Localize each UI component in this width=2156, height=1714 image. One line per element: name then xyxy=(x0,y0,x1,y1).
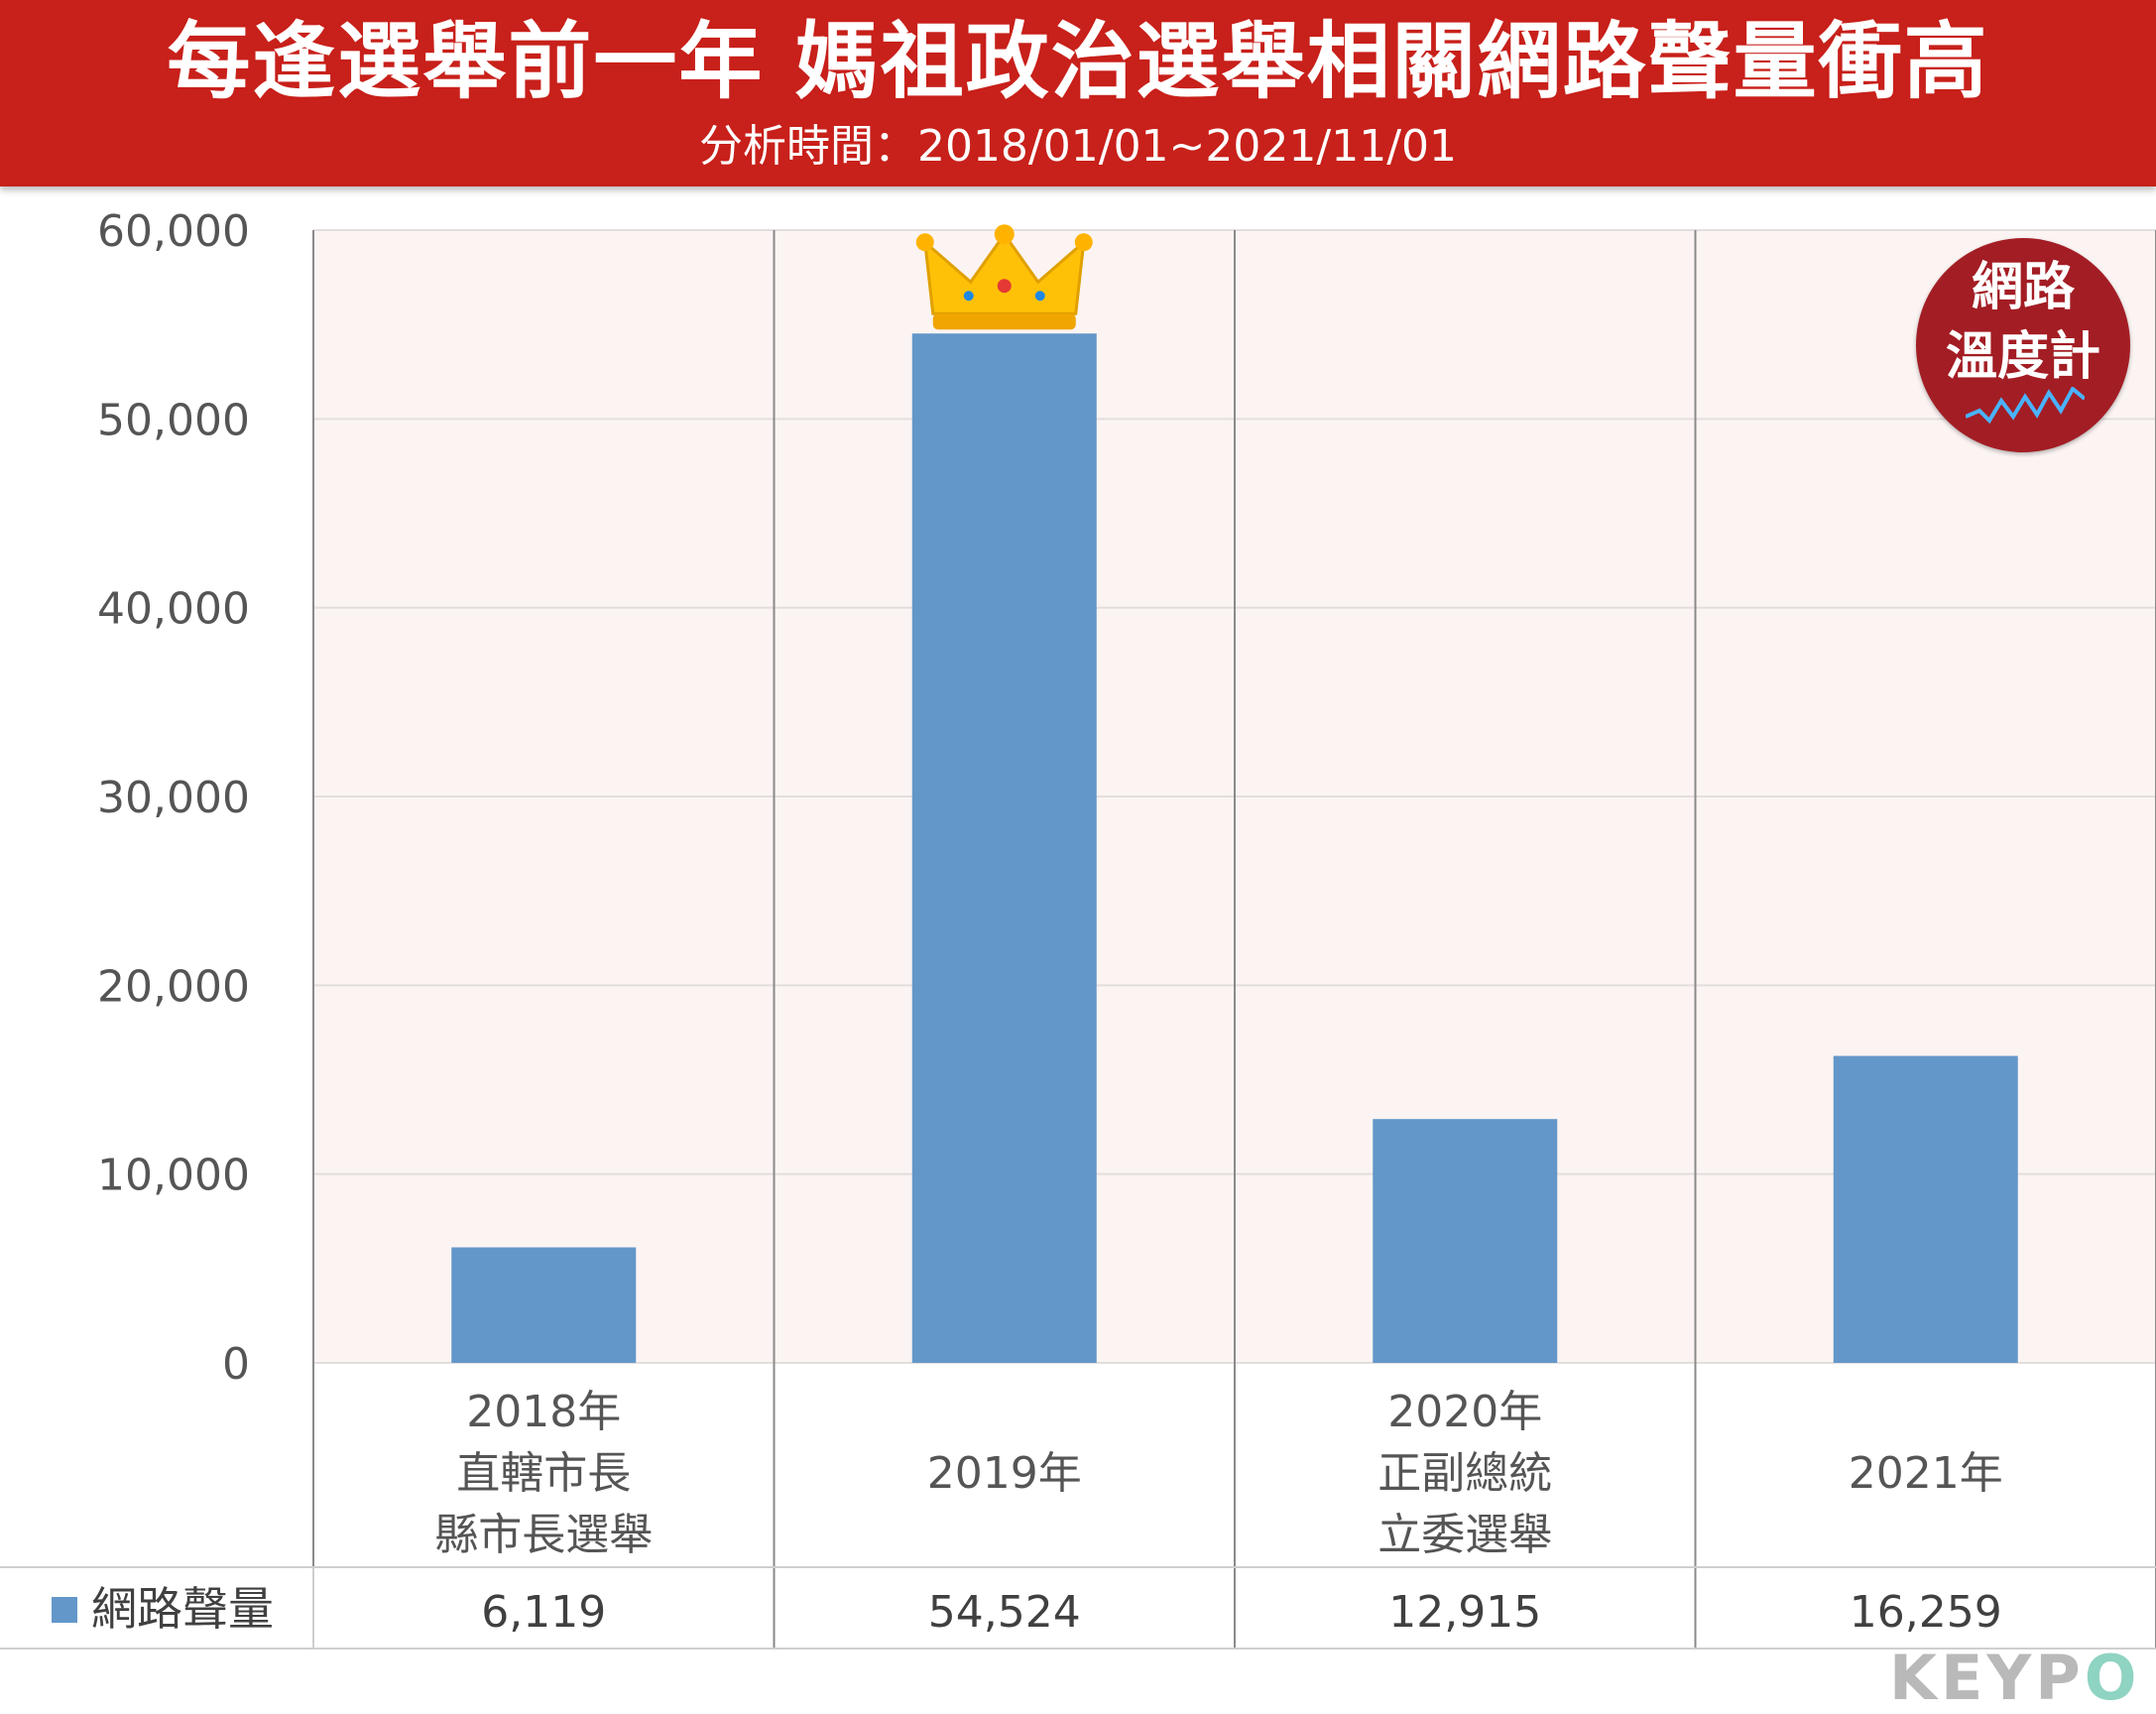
y-tick-label: 20,000 xyxy=(97,961,250,1012)
bar xyxy=(1833,1055,2018,1363)
legend-swatch-icon xyxy=(52,1597,77,1623)
y-tick-label: 0 xyxy=(222,1339,250,1390)
category-label: 直轄市長 xyxy=(456,1448,631,1499)
value-label: 16,259 xyxy=(1850,1587,2002,1638)
value-label: 54,524 xyxy=(928,1587,1081,1638)
y-tick-label: 10,000 xyxy=(97,1151,250,1201)
category-label: 2018年 xyxy=(466,1387,621,1437)
legend-label: 網路聲量 xyxy=(91,1582,274,1636)
y-tick-label: 40,000 xyxy=(97,584,250,635)
crown-icon xyxy=(915,224,1093,330)
y-axis-ticks: 0 10,000 20,000 30,000 40,000 50,000 60,000 xyxy=(97,206,250,1390)
value-label: 12,915 xyxy=(1388,1587,1541,1638)
brand-logo: KEYPO xyxy=(1889,1643,2140,1714)
y-tick-label: 50,000 xyxy=(97,395,250,445)
category-label: 正副總統 xyxy=(1377,1448,1552,1499)
badge-line1: 網路 xyxy=(1971,258,2075,317)
brand-logo-text: KEYP xyxy=(1889,1642,2085,1714)
bar xyxy=(1373,1119,1558,1363)
bar xyxy=(451,1247,637,1363)
value-label: 6,119 xyxy=(481,1587,606,1638)
pulse-wave-icon xyxy=(1966,387,2085,425)
category-label: 縣市長選舉 xyxy=(434,1510,653,1560)
category-label: 2020年 xyxy=(1387,1387,1542,1437)
category-label: 2019年 xyxy=(927,1448,1082,1499)
category-label: 立委選舉 xyxy=(1377,1510,1552,1560)
header-banner: 每逢選舉前一年 媽祖政治選舉相關網路聲量衝高 分析時間：2018/01/01~2… xyxy=(0,0,2156,186)
chart-subtitle: 分析時間：2018/01/01~2021/11/01 xyxy=(698,121,1458,172)
legend: 網路聲量 xyxy=(52,1582,274,1636)
badge-line2: 溫度計 xyxy=(1945,327,2100,387)
thermometer-badge: 網路 溫度計 xyxy=(1916,238,2130,452)
y-tick-label: 60,000 xyxy=(97,206,250,257)
y-tick-label: 30,000 xyxy=(97,773,250,823)
bar xyxy=(911,333,1097,1363)
chart-title: 每逢選舉前一年 媽祖政治選舉相關網路聲量衝高 xyxy=(167,13,1989,110)
brand-logo-accent: O xyxy=(2084,1642,2141,1714)
bars xyxy=(451,333,2018,1363)
category-label: 2021年 xyxy=(1849,1448,2003,1499)
